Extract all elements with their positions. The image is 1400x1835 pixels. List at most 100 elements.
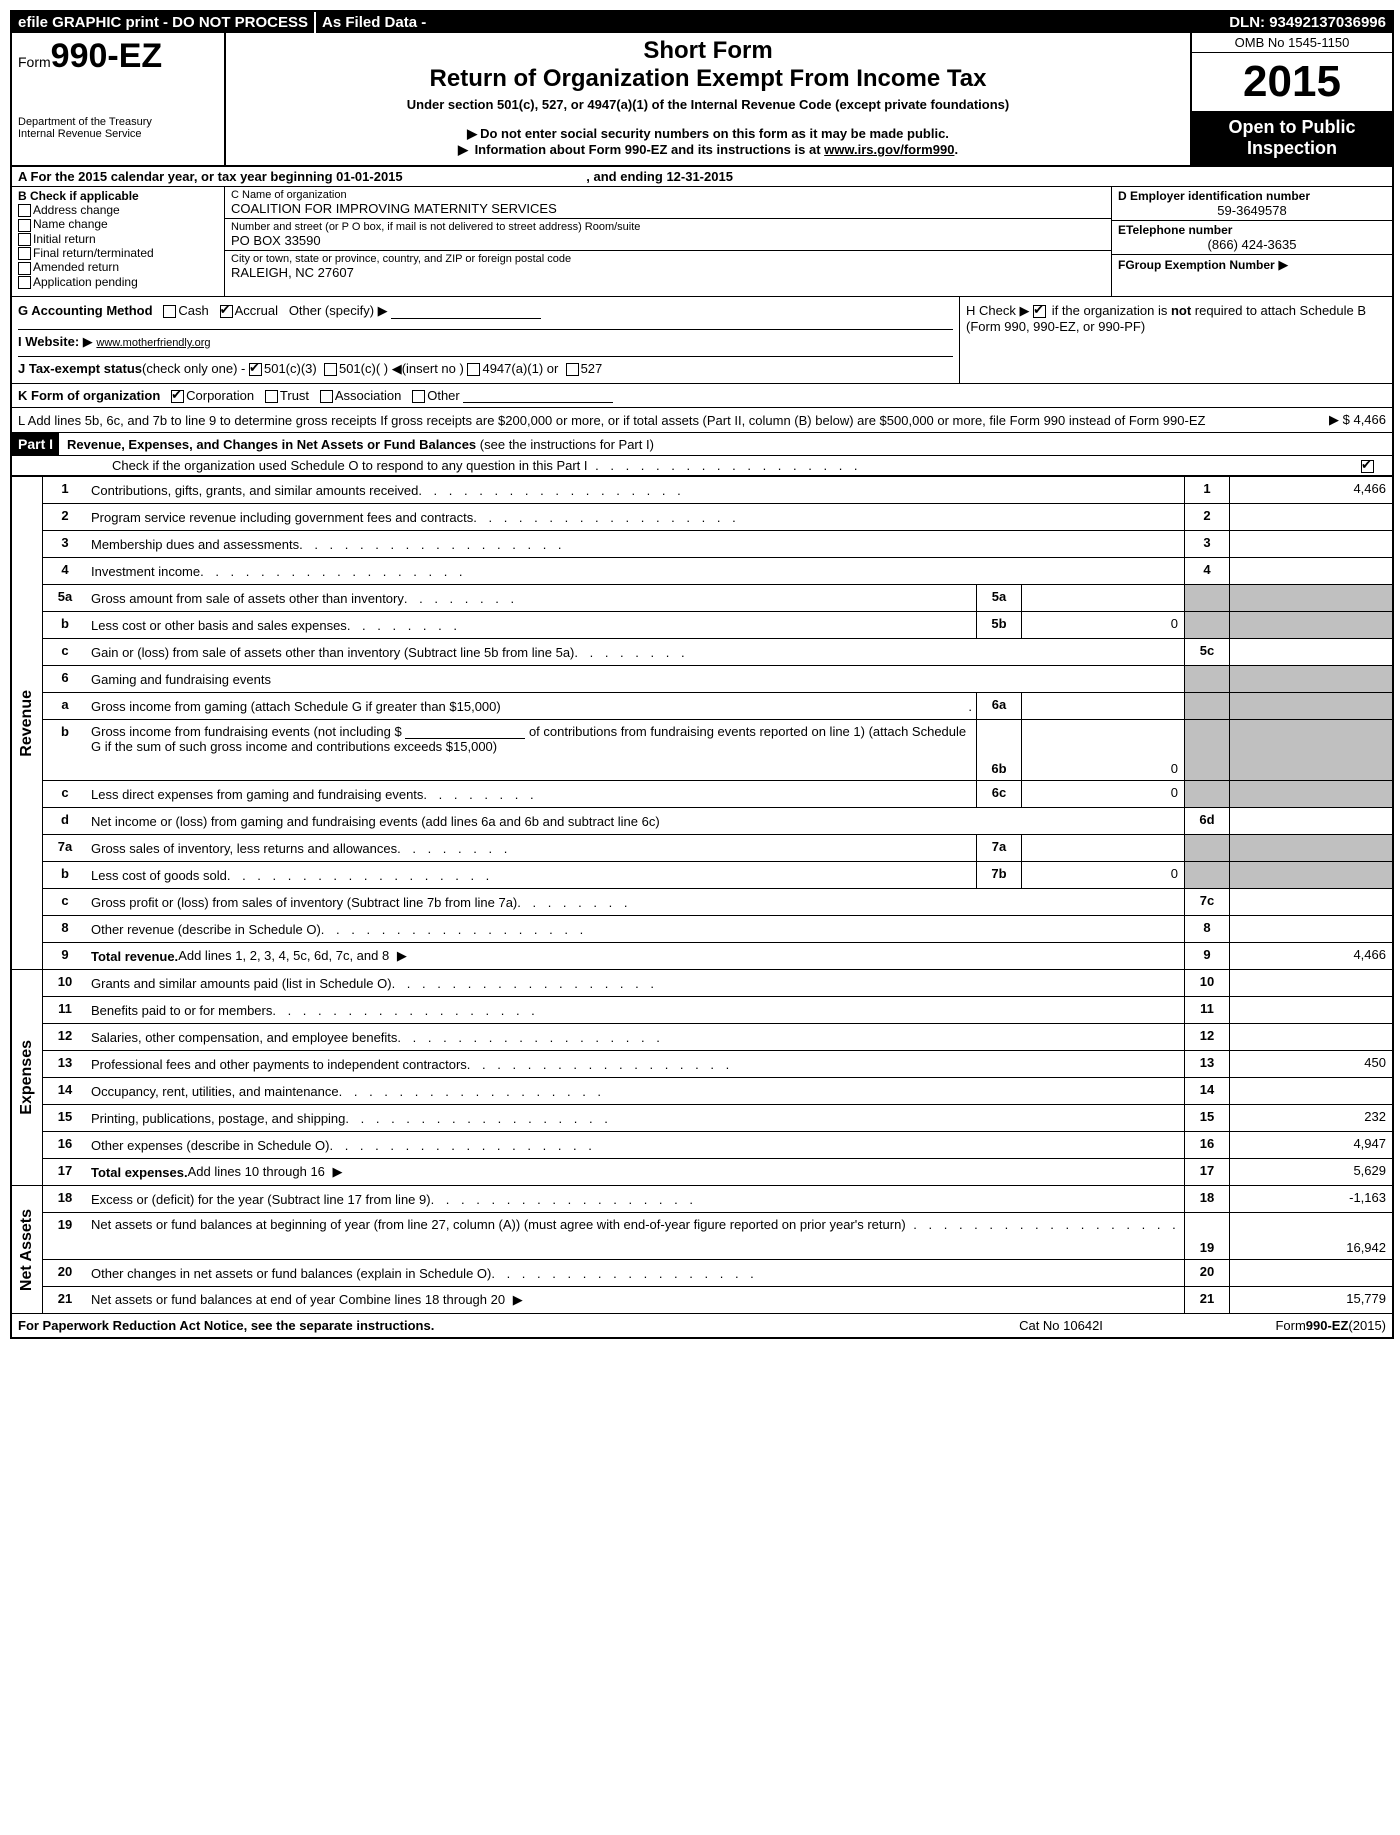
l20-rv <box>1229 1260 1392 1286</box>
opt-insert-no: (insert no ) <box>402 361 464 376</box>
row-h-t2: if the organization is <box>1052 303 1171 318</box>
l6d-desc: Net income or (loss) from gaming and fun… <box>87 808 1184 834</box>
checkbox-501c[interactable] <box>324 363 337 376</box>
part1-check-line: Check if the organization used Schedule … <box>112 458 1361 473</box>
opt-address: Address change <box>33 203 120 217</box>
checkbox-cash[interactable] <box>163 305 176 318</box>
l7b-num: b <box>43 862 87 888</box>
l12-num: 12 <box>43 1024 87 1050</box>
netassets-lines: 18 Excess or (deficit) for the year (Sub… <box>43 1186 1392 1313</box>
footer-mid: Cat No 10642I <box>936 1318 1186 1333</box>
other-org-field[interactable] <box>463 388 613 403</box>
checkbox-other-org[interactable] <box>412 390 425 403</box>
l5a-ml: 5a <box>976 585 1021 611</box>
title-short-form: Short Form <box>232 37 1184 65</box>
l13-num: 13 <box>43 1051 87 1077</box>
l15-rv: 232 <box>1229 1105 1392 1131</box>
row-a: A For the 2015 calendar year, or tax yea… <box>12 167 1392 187</box>
l5a-num: 5a <box>43 585 87 611</box>
l6a-rl-shade <box>1184 693 1229 719</box>
l10-desc: Grants and similar amounts paid (list in… <box>87 970 1184 996</box>
l11-rv <box>1229 997 1392 1023</box>
footer-left: For Paperwork Reduction Act Notice, see … <box>18 1318 936 1333</box>
l18-rv: -1,163 <box>1229 1186 1392 1212</box>
checkbox-527[interactable] <box>566 363 579 376</box>
checkbox-amended[interactable] <box>18 262 31 275</box>
l6-desc: Gaming and fundraising events <box>87 666 1184 692</box>
l12-desc: Salaries, other compensation, and employ… <box>87 1024 1184 1050</box>
l7b-rl-shade <box>1184 862 1229 888</box>
website-link[interactable]: www.motherfriendly.org <box>96 334 210 349</box>
l5b-ml: 5b <box>976 612 1021 638</box>
checkbox-final[interactable] <box>18 247 31 260</box>
l6-rv-shade <box>1229 666 1392 692</box>
checkbox-assoc[interactable] <box>320 390 333 403</box>
irs-link[interactable]: www.irs.gov/form990 <box>824 142 954 157</box>
row-l-text: L Add lines 5b, 6c, and 7b to line 9 to … <box>18 413 1226 428</box>
website-value: www.motherfriendly.org <box>96 337 210 349</box>
box-e-label: ETelephone number <box>1118 223 1386 237</box>
l7c-desc: Gross profit or (loss) from sales of inv… <box>87 889 1184 915</box>
efile-label: efile GRAPHIC print - DO NOT PROCESS <box>12 12 314 33</box>
l6c-rl-shade <box>1184 781 1229 807</box>
checkbox-trust[interactable] <box>265 390 278 403</box>
checkbox-name[interactable] <box>18 219 31 232</box>
open-public-1: Open to Public <box>1194 117 1390 138</box>
row-i-label: I Website: <box>18 334 83 349</box>
line-6a: a Gross income from gaming (attach Sched… <box>43 693 1392 720</box>
l7c-rl: 7c <box>1184 889 1229 915</box>
checkbox-corp[interactable] <box>171 390 184 403</box>
note2-suffix: . <box>954 142 958 157</box>
l6c-desc: Less direct expenses from gaming and fun… <box>87 781 976 807</box>
form-page: efile GRAPHIC print - DO NOT PROCESS As … <box>10 10 1394 1339</box>
part1-paren: (see the instructions for Part I) <box>480 437 654 452</box>
l7a-rl-shade <box>1184 835 1229 861</box>
footer: For Paperwork Reduction Act Notice, see … <box>12 1314 1392 1337</box>
line-12: 12 Salaries, other compensation, and emp… <box>43 1024 1392 1051</box>
other-specify-field[interactable] <box>391 304 541 319</box>
l6b-mv: 0 <box>1021 720 1184 780</box>
checkbox-h[interactable] <box>1033 305 1046 318</box>
header: Form990-EZ Department of the Treasury In… <box>12 33 1392 167</box>
l20-desc: Other changes in net assets or fund bala… <box>87 1260 1184 1286</box>
l6b-amount-field[interactable] <box>405 724 525 739</box>
dept-treasury: Department of the Treasury <box>18 116 218 128</box>
l6c-num: c <box>43 781 87 807</box>
opt-501c: 501(c)( ) <box>339 361 388 376</box>
l4-rv <box>1229 558 1392 584</box>
row-g-i-j: G Accounting Method Cash Accrual Other (… <box>12 297 959 383</box>
l13-rl: 13 <box>1184 1051 1229 1077</box>
l7b-desc: Less cost of goods sold <box>87 862 976 888</box>
l21-rl: 21 <box>1184 1287 1229 1313</box>
row-h: H Check ▶ if the organization is not req… <box>959 297 1392 383</box>
box-b-title: B Check if applicable <box>18 189 218 203</box>
l10-rv <box>1229 970 1392 996</box>
checkbox-address[interactable] <box>18 204 31 217</box>
l8-num: 8 <box>43 916 87 942</box>
line-15: 15 Printing, publications, postage, and … <box>43 1105 1392 1132</box>
opt-cash: Cash <box>178 303 208 318</box>
checkbox-501c3[interactable] <box>249 363 262 376</box>
checkbox-pending[interactable] <box>18 276 31 289</box>
l7a-ml: 7a <box>976 835 1021 861</box>
l6b-d1: Gross income from fundraising events (no… <box>91 724 405 739</box>
expenses-side-label: Expenses <box>12 970 43 1185</box>
l9-desc: Total revenue. Add lines 1, 2, 3, 4, 5c,… <box>87 943 1184 969</box>
checkbox-accrual[interactable] <box>220 305 233 318</box>
l6b-rl-shade <box>1184 720 1229 780</box>
l3-rv <box>1229 531 1392 557</box>
checkbox-4947[interactable] <box>467 363 480 376</box>
line-6: 6 Gaming and fundraising events <box>43 666 1392 693</box>
l19-rl: 19 <box>1184 1213 1229 1259</box>
l3-num: 3 <box>43 531 87 557</box>
l6d-num: d <box>43 808 87 834</box>
l19-desc-txt: Net assets or fund balances at beginning… <box>91 1217 1180 1232</box>
checkbox-initial[interactable] <box>18 233 31 246</box>
section-bcde: B Check if applicable Address change Nam… <box>12 187 1392 297</box>
l12-rv <box>1229 1024 1392 1050</box>
checkbox-schedule-o[interactable] <box>1361 460 1374 473</box>
open-public-2: Inspection <box>1194 138 1390 159</box>
l5a-desc: Gross amount from sale of assets other t… <box>87 585 976 611</box>
l6c-ml: 6c <box>976 781 1021 807</box>
l5b-desc: Less cost or other basis and sales expen… <box>87 612 976 638</box>
